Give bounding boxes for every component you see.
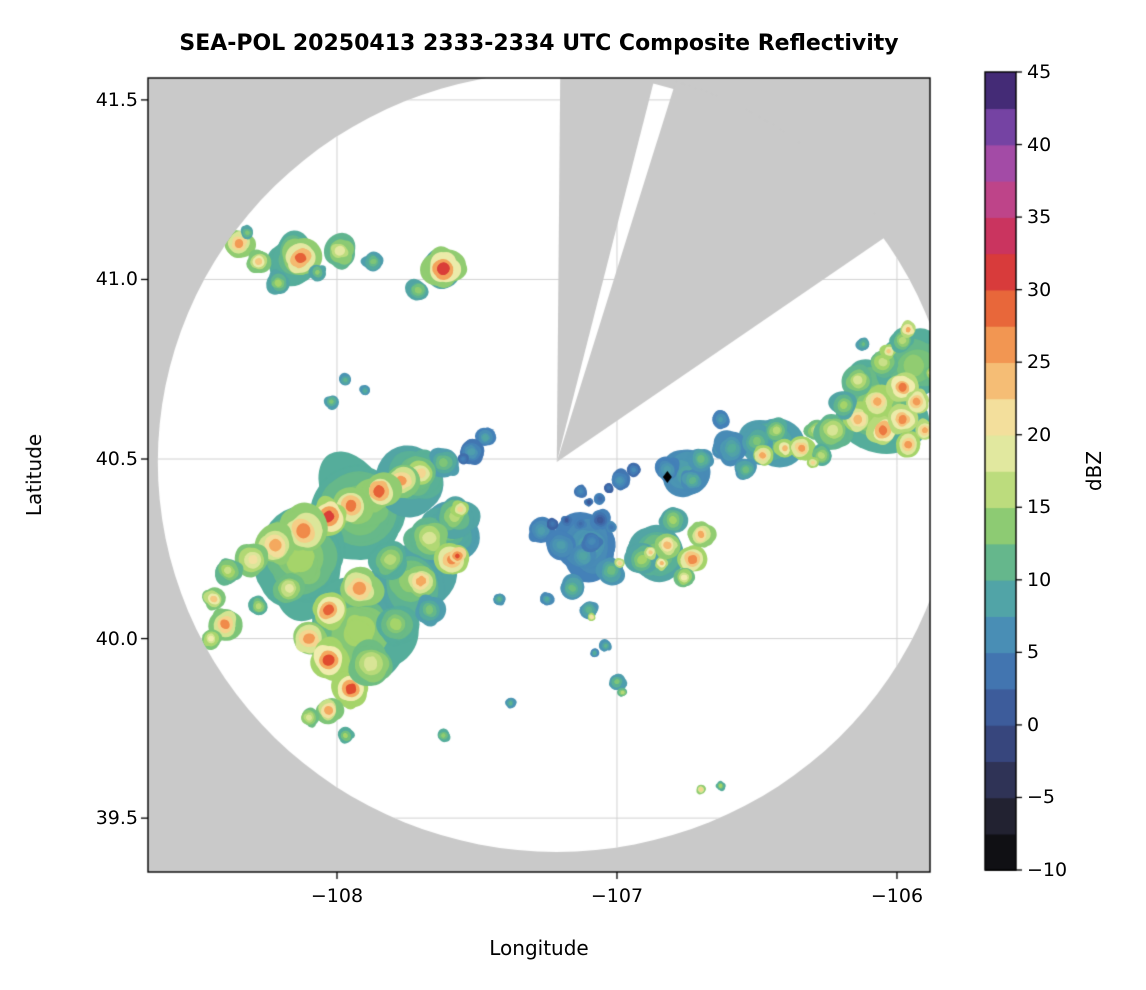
- colorbar-tick-label: 5: [1027, 641, 1040, 664]
- colorbar-tick-label: 10: [1027, 568, 1052, 591]
- colorbar-tick-label: 40: [1027, 133, 1052, 156]
- colorbar-tick-label: 30: [1027, 278, 1052, 301]
- colorbar-tick-label: 0: [1027, 713, 1040, 736]
- plot-title: SEA-POL 20250413 2333-2334 UTC Composite…: [179, 31, 899, 56]
- y-tick-label: 40.0: [95, 627, 138, 650]
- colorbar-tick-label: 35: [1027, 206, 1052, 229]
- y-tick-label: 41.0: [95, 268, 138, 291]
- y-tick-label: 40.5: [95, 448, 138, 471]
- colorbar-tick-label: 15: [1027, 496, 1052, 519]
- colorbar-label: dBZ: [1082, 450, 1106, 492]
- colorbar-tick-label: 25: [1027, 351, 1052, 374]
- x-axis-label: Longitude: [489, 936, 589, 960]
- y-tick-label: 39.5: [95, 807, 138, 830]
- colorbar-tick-label: −5: [1027, 786, 1056, 809]
- colorbar-tick-label: −10: [1027, 859, 1068, 881]
- y-tick-label: 41.5: [95, 88, 138, 111]
- y-axis-label: Latitude: [22, 433, 46, 517]
- colorbar-tick-label: 45: [1027, 61, 1052, 83]
- x-tick-label: −108: [310, 885, 364, 907]
- colorbar-tick-label: 20: [1027, 423, 1052, 446]
- x-tick-label: −106: [870, 885, 924, 907]
- x-tick-label: −107: [590, 885, 644, 907]
